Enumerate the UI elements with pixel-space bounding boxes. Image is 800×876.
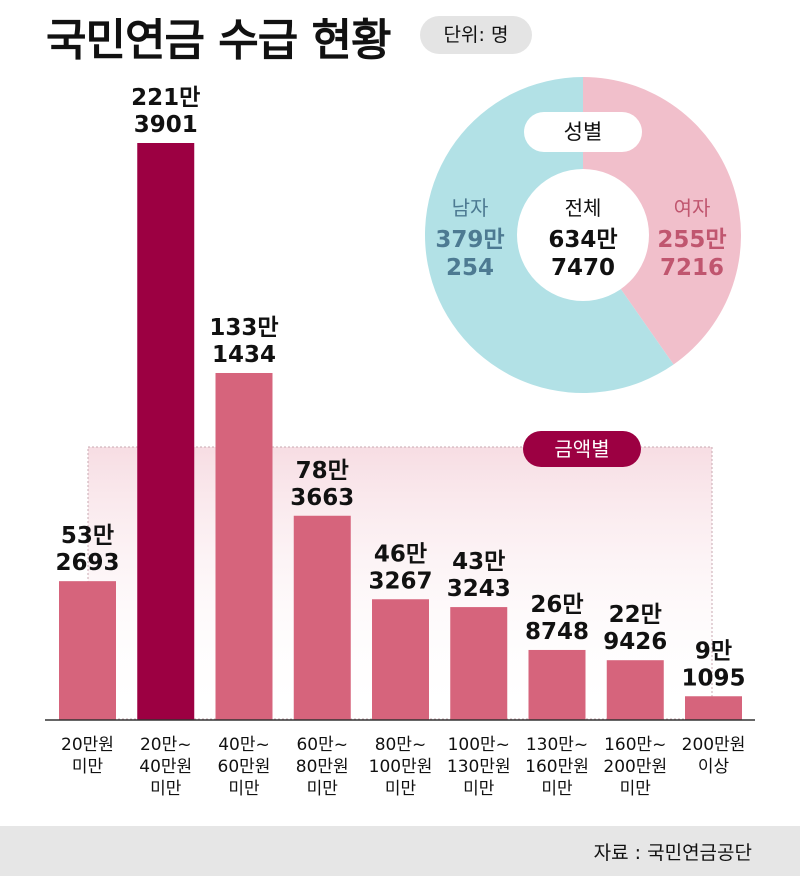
category-line: 60만원 [218, 757, 271, 777]
bar-value-label: 221만 [131, 85, 200, 111]
category-line: 160만~ [604, 735, 666, 755]
female-label: 여자 [674, 196, 711, 220]
bar-value-label: 1095 [681, 665, 745, 691]
category-line: 40만원 [139, 757, 192, 777]
bar-value-label: 26만 [530, 592, 583, 618]
bar [137, 143, 195, 720]
bar-value-label: 9426 [603, 629, 667, 655]
category-label: 20만~ 40만원 미만 [139, 735, 192, 799]
category-line: 20만~ [140, 735, 192, 755]
category-line: 100만~ [448, 735, 510, 755]
bar [293, 515, 351, 720]
bar-value-label: 3243 [447, 576, 511, 602]
bar-value-label: 53만 [61, 523, 114, 549]
bar [685, 696, 742, 720]
category-line: 미만 [228, 779, 260, 799]
bar-value-label: 3267 [368, 568, 432, 594]
category-label: 160만~ 200만원 미만 [603, 735, 667, 799]
bar-value-label: 8748 [525, 619, 589, 645]
bar-value-label: 3663 [290, 485, 354, 511]
category-line: 200만원 [682, 735, 746, 755]
category-line: 130만~ [526, 735, 588, 755]
category-label: 200만원 이상 [682, 735, 746, 777]
unit-badge: 단위: 명 [420, 16, 532, 54]
category-label: 60만~ 80만원 미만 [296, 735, 349, 799]
bar-value-label: 2693 [55, 550, 119, 576]
bar [59, 581, 116, 720]
bar-value-label: 133만 [209, 315, 278, 341]
gender-badge [524, 112, 642, 152]
category-line: 20만원 [61, 735, 114, 755]
bar [528, 649, 586, 720]
bar-value-label: 22만 [609, 602, 662, 628]
category-label: 40만~ 60만원 미만 [218, 735, 271, 799]
category-line: 40만~ [218, 735, 270, 755]
female-value-1: 255만 [657, 227, 726, 253]
donut-hole [517, 169, 649, 301]
category-line: 미만 [307, 779, 339, 799]
male-value-1: 379만 [435, 227, 504, 253]
male-value-2: 254 [446, 255, 494, 281]
category-label: 100만~ 130만원 미만 [447, 735, 511, 799]
category-line: 80만~ [375, 735, 427, 755]
bar-value-label: 78만 [296, 458, 349, 484]
amount-section-badge [523, 431, 641, 467]
bar-value-label: 46만 [374, 541, 427, 567]
bar-value-label: 43만 [452, 549, 505, 575]
category-line: 130만원 [447, 757, 511, 777]
bar-value-label: 3901 [134, 112, 198, 138]
category-line: 60만~ [296, 735, 348, 755]
source-text: 자료 : 국민연금공단 [593, 842, 752, 864]
amount-section-title: 금액별 [554, 437, 609, 461]
category-line: 미만 [463, 779, 495, 799]
category-line: 100만원 [369, 757, 433, 777]
category-line: 200만원 [603, 757, 667, 777]
category-line: 80만원 [296, 757, 349, 777]
category-label: 130만~ 160만원 미만 [525, 735, 589, 799]
category-line: 미만 [541, 779, 573, 799]
bar [606, 660, 664, 720]
category-line: 미만 [620, 779, 652, 799]
total-value-1: 634만 [548, 227, 617, 253]
bar [215, 372, 273, 720]
category-line: 미만 [72, 757, 104, 777]
category-line: 미만 [385, 779, 417, 799]
category-line: 이상 [698, 757, 730, 777]
bar-value-label: 1434 [212, 342, 276, 368]
bar [450, 607, 508, 720]
male-label: 남자 [452, 196, 489, 220]
female-value-2: 7216 [660, 255, 724, 281]
category-label: 20만원 미만 [61, 735, 114, 777]
bar-value-label: 9만 [695, 638, 732, 664]
footer: 자료 : 국민연금공단 [0, 826, 800, 876]
gender-title: 성별 [564, 120, 603, 144]
category-label: 80만~ 100만원 미만 [369, 735, 433, 799]
total-label: 전체 [565, 196, 602, 220]
bar [372, 599, 429, 720]
total-value-2: 7470 [551, 255, 615, 281]
category-line: 160만원 [525, 757, 589, 777]
category-line: 미만 [150, 779, 182, 799]
page-title: 국민연금 수급 현황 [46, 15, 391, 66]
